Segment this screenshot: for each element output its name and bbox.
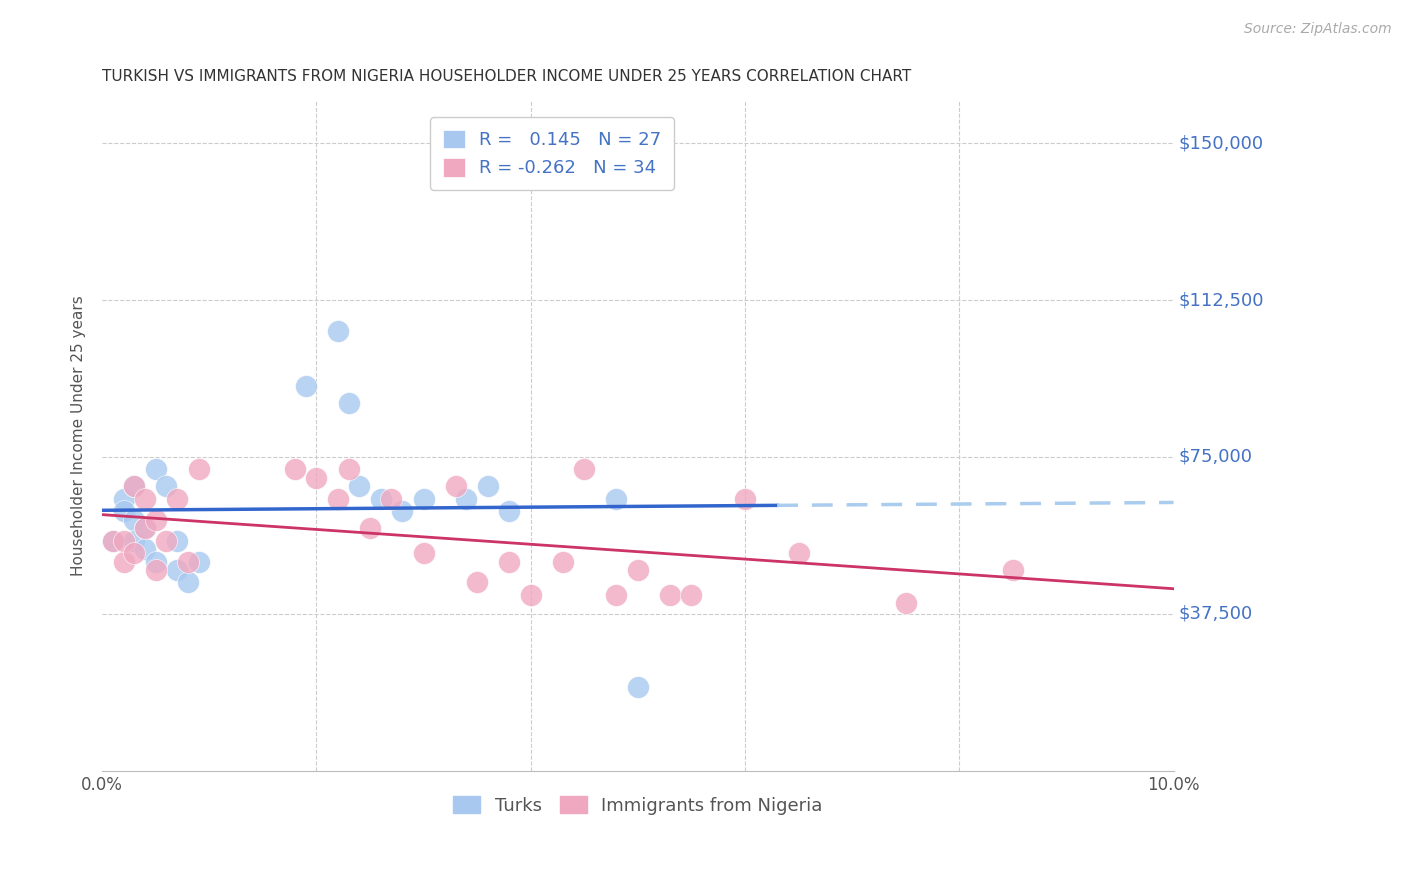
Point: [305, 471, 328, 485]
Point: [444, 479, 467, 493]
Point: [124, 479, 146, 493]
Point: [681, 588, 703, 602]
Point: [155, 533, 177, 548]
Text: $75,000: $75,000: [1178, 448, 1253, 466]
Point: [370, 491, 392, 506]
Point: [166, 533, 188, 548]
Point: [112, 555, 135, 569]
Text: $150,000: $150,000: [1178, 134, 1264, 153]
Point: [124, 513, 146, 527]
Point: [627, 563, 650, 577]
Point: [380, 491, 402, 506]
Point: [284, 462, 307, 476]
Point: [145, 462, 167, 476]
Point: [124, 479, 146, 493]
Point: [551, 555, 574, 569]
Legend: Turks, Immigrants from Nigeria: Turks, Immigrants from Nigeria: [446, 789, 830, 822]
Point: [359, 521, 381, 535]
Point: [177, 555, 200, 569]
Point: [326, 325, 349, 339]
Point: [326, 491, 349, 506]
Point: [659, 588, 682, 602]
Point: [412, 546, 434, 560]
Point: [101, 533, 124, 548]
Point: [605, 491, 627, 506]
Point: [465, 575, 488, 590]
Point: [124, 533, 146, 548]
Point: [498, 504, 520, 518]
Point: [134, 521, 156, 535]
Text: Source: ZipAtlas.com: Source: ZipAtlas.com: [1244, 22, 1392, 37]
Point: [391, 504, 413, 518]
Point: [412, 491, 434, 506]
Point: [294, 379, 316, 393]
Point: [187, 462, 209, 476]
Point: [112, 504, 135, 518]
Point: [477, 479, 499, 493]
Point: [134, 491, 156, 506]
Point: [627, 680, 650, 694]
Point: [605, 588, 627, 602]
Point: [134, 541, 156, 556]
Point: [145, 563, 167, 577]
Point: [187, 555, 209, 569]
Point: [894, 596, 917, 610]
Point: [145, 555, 167, 569]
Point: [134, 521, 156, 535]
Point: [112, 491, 135, 506]
Point: [519, 588, 541, 602]
Point: [734, 491, 756, 506]
Point: [574, 462, 596, 476]
Point: [124, 546, 146, 560]
Text: TURKISH VS IMMIGRANTS FROM NIGERIA HOUSEHOLDER INCOME UNDER 25 YEARS CORRELATION: TURKISH VS IMMIGRANTS FROM NIGERIA HOUSE…: [103, 69, 911, 84]
Point: [166, 491, 188, 506]
Text: $37,500: $37,500: [1178, 605, 1253, 623]
Point: [145, 513, 167, 527]
Y-axis label: Householder Income Under 25 years: Householder Income Under 25 years: [72, 295, 86, 576]
Point: [456, 491, 478, 506]
Point: [498, 555, 520, 569]
Point: [787, 546, 810, 560]
Point: [337, 395, 360, 409]
Point: [177, 575, 200, 590]
Point: [166, 563, 188, 577]
Point: [1001, 563, 1024, 577]
Point: [101, 533, 124, 548]
Point: [155, 479, 177, 493]
Point: [349, 479, 371, 493]
Point: [112, 533, 135, 548]
Text: $112,500: $112,500: [1178, 291, 1264, 309]
Point: [337, 462, 360, 476]
